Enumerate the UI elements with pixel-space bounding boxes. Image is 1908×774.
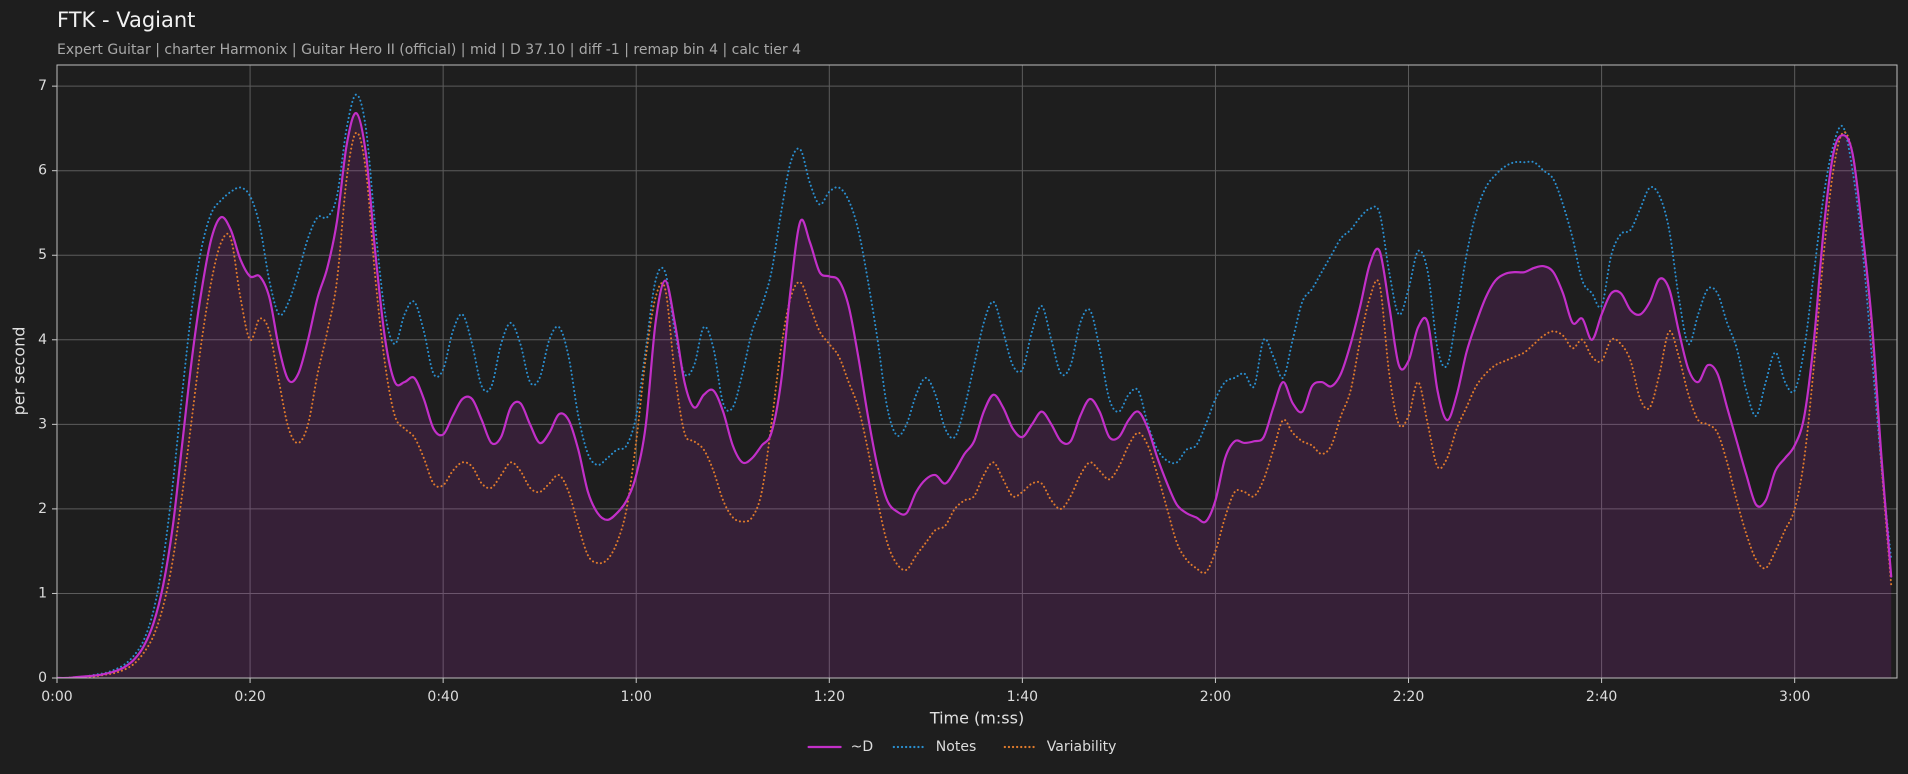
y-tick-label: 4 [38,332,47,348]
x-tick-label: 2:20 [1393,689,1424,705]
legend-label: ~D [851,739,874,755]
chart-title: FTK - Vagiant [57,8,195,32]
x-tick-label: 1:00 [620,689,651,705]
x-tick-label: 2:40 [1586,689,1617,705]
y-axis-label: per second [10,327,29,416]
y-tick-label: 0 [38,670,47,686]
y-tick-label: 2 [38,501,47,517]
x-tick-label: 1:40 [1007,689,1038,705]
x-tick-label: 0:40 [427,689,458,705]
x-tick-label: 1:20 [814,689,845,705]
line [57,112,1893,678]
x-tick-label: 2:00 [1200,689,1231,705]
y-tick-label: 3 [38,416,47,432]
legend-label: Notes [936,739,976,755]
x-tick-label: 0:00 [41,689,72,705]
y-tick-label: 7 [38,78,47,94]
chart-subtitle: Expert Guitar | charter Harmonix | Guita… [57,42,801,58]
x-tick-label: 3:00 [1779,689,1810,705]
legend-label: Variability [1047,739,1117,755]
y-tick-label: 6 [38,163,47,179]
plot-frame [56,64,1898,679]
area [57,113,1892,678]
y-tick-label: 1 [38,585,47,601]
line [57,131,1893,678]
x-axis-label: Time (m:ss) [929,709,1024,728]
y-tick-label: 5 [38,247,47,263]
x-tick-label: 0:20 [234,689,265,705]
line [57,93,1893,678]
